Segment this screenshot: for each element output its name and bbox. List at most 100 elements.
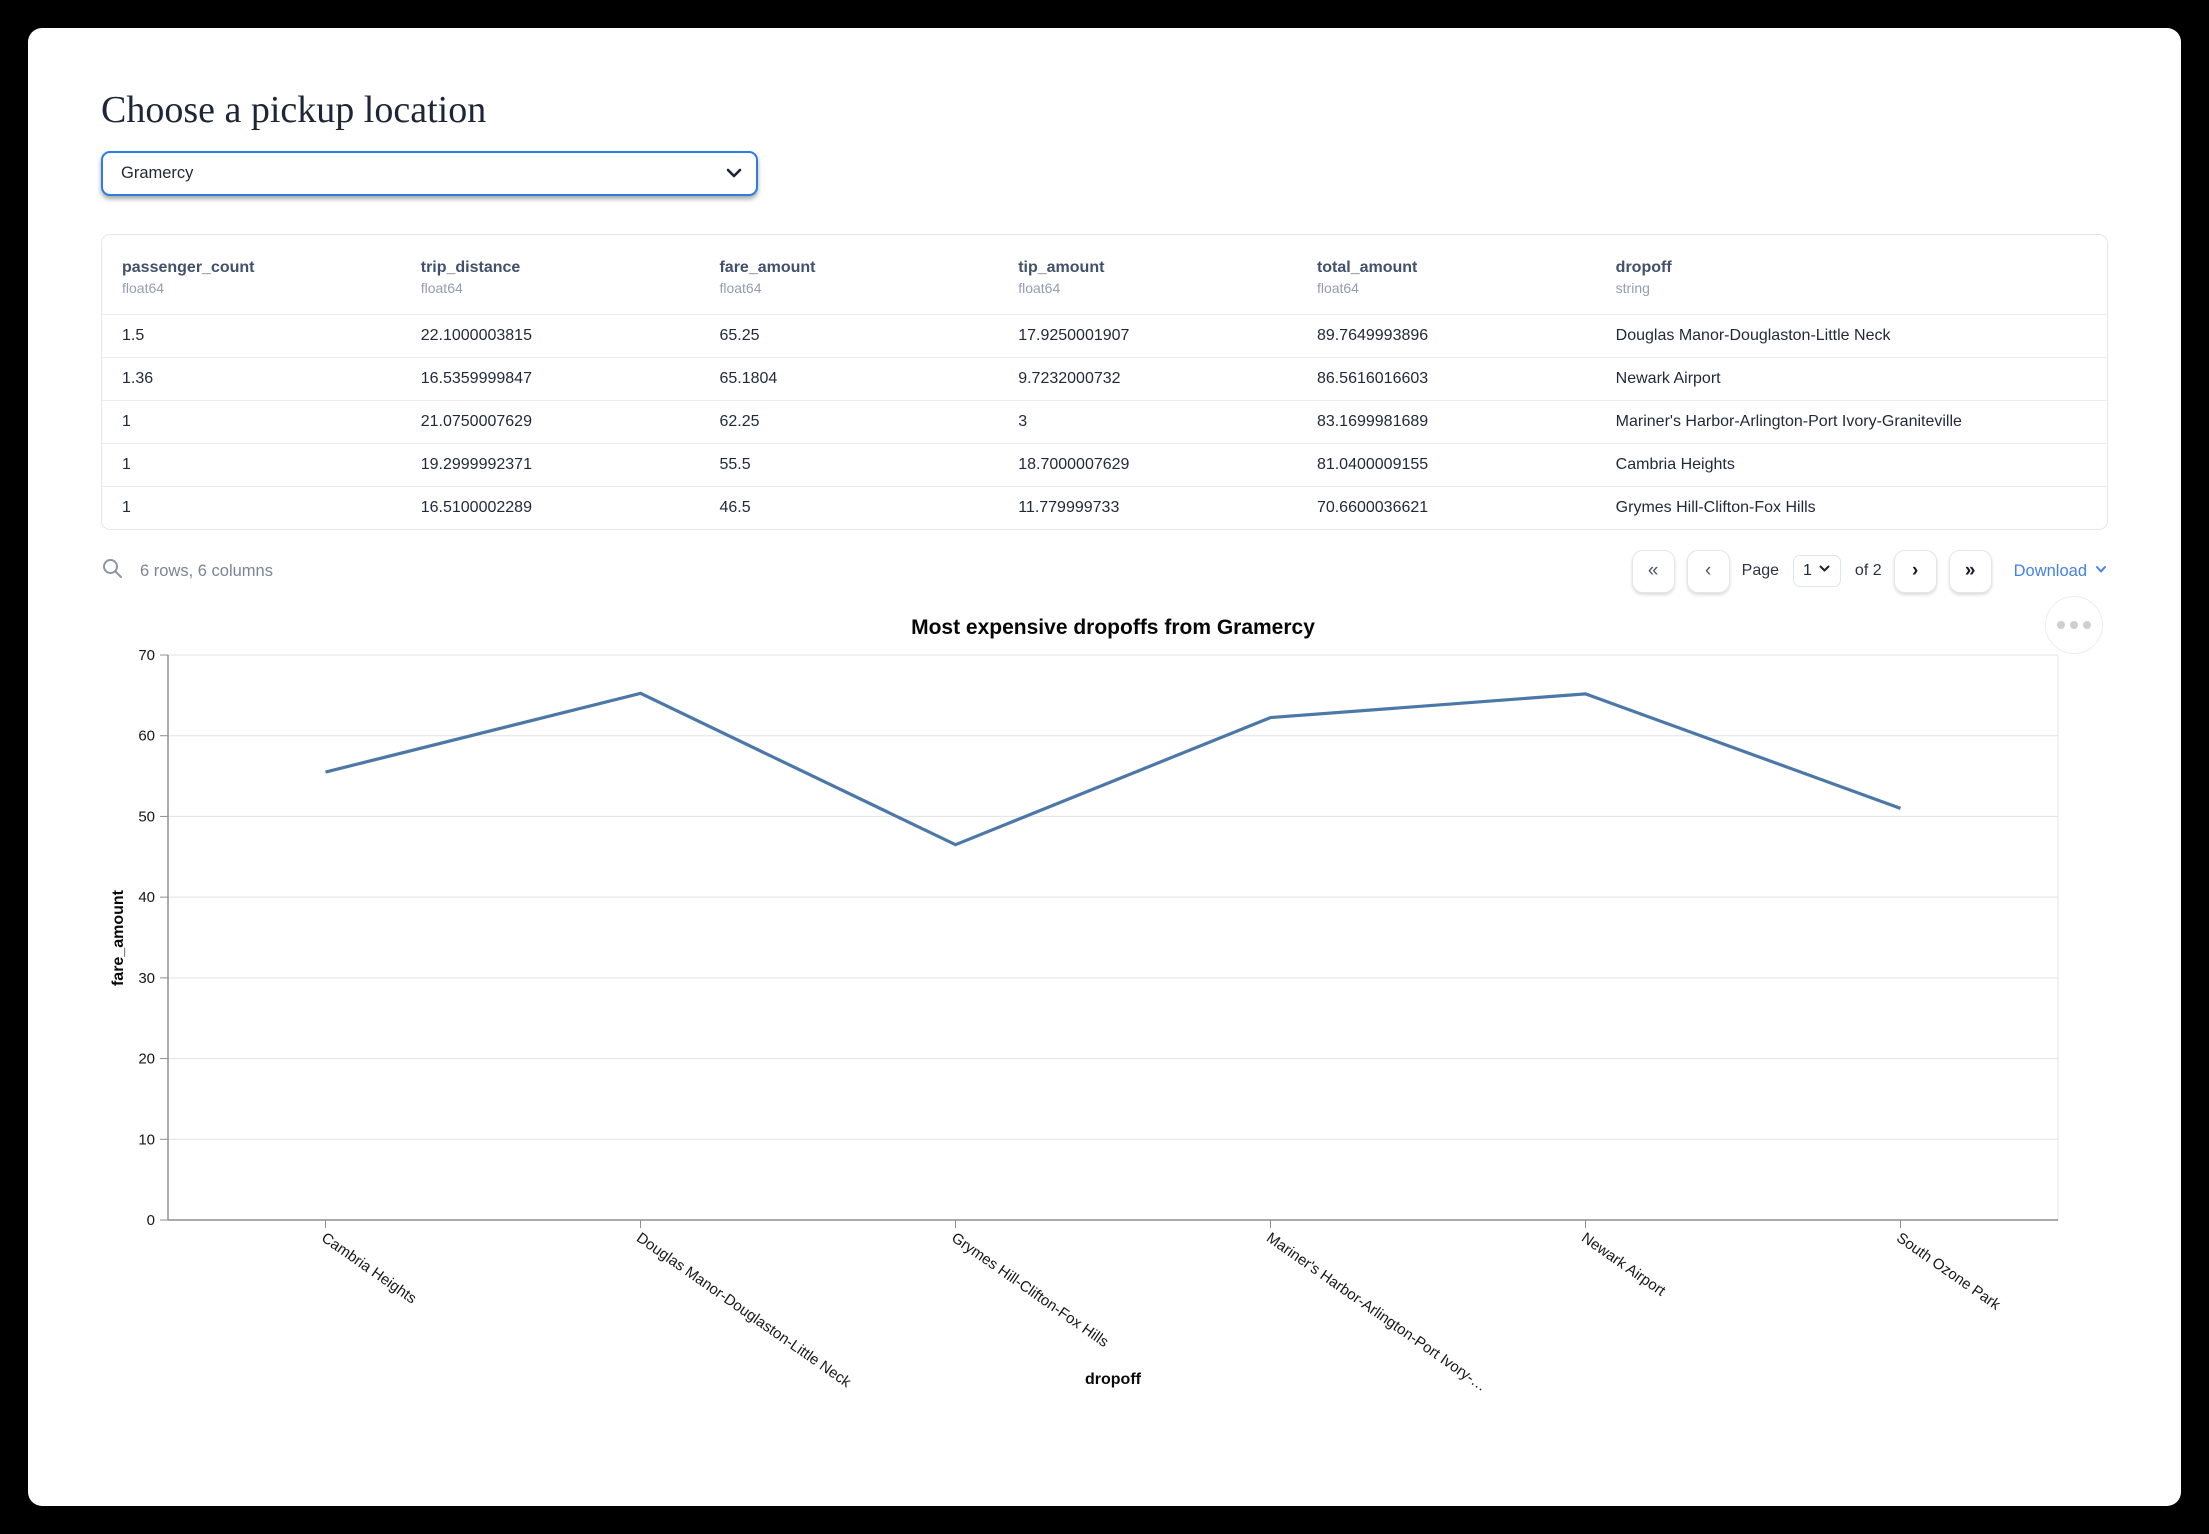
page-title: Choose a pickup location xyxy=(101,89,487,131)
column-header-tip_amount[interactable]: tip_amount float64 xyxy=(998,235,1297,315)
y-tick-label: 30 xyxy=(138,970,155,987)
chevron-down-icon xyxy=(724,163,744,188)
data-table: passenger_count float64 trip_distance float… xyxy=(102,235,2107,529)
page-number-select[interactable]: 1 xyxy=(1793,555,1841,587)
column-name: total_amount xyxy=(1316,259,1418,276)
table-cell: 1 xyxy=(102,486,401,529)
chart-actions-menu-button[interactable] xyxy=(2045,596,2103,654)
x-tick-label: South Ozone Park xyxy=(1893,1229,2004,1314)
y-tick-label: 20 xyxy=(138,1051,155,1068)
data-table-card: passenger_count float64 trip_distance float… xyxy=(101,234,2108,530)
page-label: Page xyxy=(1741,562,1780,579)
table-cell: Mariner's Harbor-Arlington-Port Ivory-Gr… xyxy=(1595,400,2107,444)
y-tick-label: 10 xyxy=(138,1131,155,1148)
line-chart: Most expensive dropoffs from Gramercy dr… xyxy=(110,616,2059,1395)
table-cell: 1 xyxy=(102,443,401,487)
column-dtype: float64 xyxy=(719,280,762,296)
table-cell: 65.25 xyxy=(699,314,999,358)
table-cell: 1.5 xyxy=(102,314,401,358)
table-cell: Grymes Hill-Clifton-Fox Hills xyxy=(1595,486,2107,529)
table-cell: 16.5359999847 xyxy=(400,357,700,401)
column-header-total_amount[interactable]: total_amount float64 xyxy=(1297,235,1596,315)
column-dtype: string xyxy=(1615,280,1650,296)
table-cell: 83.1699981689 xyxy=(1296,400,1596,444)
column-dtype: float64 xyxy=(122,280,165,296)
table-cell: 89.7649993896 xyxy=(1296,314,1596,358)
column-dtype: float64 xyxy=(1316,280,1359,296)
table-row: 1.5 22.1000003815 65.25 17.9250001907 89.764… xyxy=(102,314,2107,358)
pickup-location-value: Gramercy xyxy=(121,164,194,182)
table-cell: 11.779999733 xyxy=(998,486,1297,529)
table-cell: 16.5100002289 xyxy=(400,486,700,529)
column-name: fare_amount xyxy=(719,259,816,276)
column-header-passenger_count[interactable]: passenger_count float64 xyxy=(102,235,401,315)
table-cell: 86.5616016603 xyxy=(1296,357,1596,401)
column-dtype: float64 xyxy=(1018,280,1061,296)
chevron-down-icon xyxy=(2094,562,2108,581)
table-footer: 6 rows, 6 columns « ‹ Page 1 of 2 › » Do… xyxy=(101,548,2108,594)
column-header-fare_amount[interactable]: fare_amount float64 xyxy=(699,235,998,315)
column-header-trip_distance[interactable]: trip_distance float64 xyxy=(401,235,700,315)
table-cell: 55.5 xyxy=(699,443,999,487)
column-name: tip_amount xyxy=(1018,259,1105,276)
y-tick-label: 60 xyxy=(138,728,155,745)
chart-line-series xyxy=(325,691,1902,847)
table-cell: 65.1804 xyxy=(699,357,999,401)
table-cell: 9.7232000732 xyxy=(998,357,1297,401)
x-tick-label: Cambria Heights xyxy=(318,1229,419,1307)
y-tick-label: 40 xyxy=(138,889,155,906)
first-page-button[interactable]: « xyxy=(1631,549,1675,593)
table-cell: 1 xyxy=(102,400,401,444)
x-axis-title: dropoff xyxy=(1085,1371,1142,1388)
page-total-label: of 2 xyxy=(1854,562,1882,579)
table-row: 1.36 16.5359999847 65.1804 9.7232000732 86.5… xyxy=(102,357,2107,401)
table-cell: 22.1000003815 xyxy=(400,314,700,358)
table-cell: 70.6600036621 xyxy=(1296,486,1596,529)
next-page-icon: › xyxy=(1911,560,1919,581)
table-row: 1 16.5100002289 46.5 11.779999733 70.6600036… xyxy=(102,486,2107,529)
row-column-summary: 6 rows, 6 columns xyxy=(140,561,273,580)
previous-page-icon: ‹ xyxy=(1704,560,1712,581)
x-tick-label: Newark Airport xyxy=(1578,1229,1669,1300)
pickup-location-select[interactable]: Gramercy xyxy=(101,151,758,196)
table-cell: 3 xyxy=(998,400,1297,444)
first-page-icon: « xyxy=(1647,560,1659,581)
page-number-value: 1 xyxy=(1803,562,1812,579)
chart-title: Most expensive dropoffs from Gramercy xyxy=(911,616,1315,639)
table-cell: 18.7000007629 xyxy=(998,443,1297,487)
y-tick-label: 0 xyxy=(147,1212,155,1229)
column-name: passenger_count xyxy=(122,259,255,276)
last-page-icon: » xyxy=(1964,560,1976,581)
y-axis-title: fare_amount xyxy=(110,889,127,986)
ellipsis-icon xyxy=(2057,621,2065,629)
x-tick-label: Grymes Hill-Clifton-Fox Hills xyxy=(948,1229,1111,1350)
x-tick-label: Douglas Manor-Douglaston-Little Neck xyxy=(633,1229,854,1391)
next-page-button[interactable]: › xyxy=(1893,549,1937,593)
column-header-dropoff[interactable]: dropoff string xyxy=(1596,235,2107,315)
x-tick-label: Mariner's Harbor-Arlington-Port Ivory-… xyxy=(1263,1229,1490,1395)
search-icon[interactable] xyxy=(101,557,124,585)
table-cell: 46.5 xyxy=(699,486,999,529)
table-cell: Cambria Heights xyxy=(1595,443,2107,487)
table-row: 1 21.0750007629 62.25 3 83.1699981689 Mariner… xyxy=(102,400,2107,444)
last-page-button[interactable]: » xyxy=(1948,549,1992,593)
table-row: 1 19.2999992371 55.5 18.7000007629 81.040000… xyxy=(102,443,2107,487)
table-cell: 81.0400009155 xyxy=(1296,443,1596,487)
table-header-row: passenger_count float64 trip_distance float… xyxy=(102,235,2107,315)
y-tick-label: 70 xyxy=(138,647,155,664)
chevron-down-icon xyxy=(1818,562,1831,580)
ellipsis-icon xyxy=(2083,621,2091,629)
table-cell: 19.2999992371 xyxy=(400,443,700,487)
previous-page-button[interactable]: ‹ xyxy=(1686,549,1730,593)
table-cell: Newark Airport xyxy=(1595,357,2107,401)
table-cell: 21.0750007629 xyxy=(400,400,700,444)
column-name: dropoff xyxy=(1615,259,1672,276)
table-cell: 62.25 xyxy=(699,400,999,444)
app-window: Choose a pickup location Gramercy passen… xyxy=(28,28,2181,1506)
y-tick-label: 50 xyxy=(138,808,155,825)
column-name: trip_distance xyxy=(420,259,521,276)
table-cell: 1.36 xyxy=(102,357,401,401)
download-button[interactable]: Download xyxy=(2014,562,2108,581)
table-body: 1.5 22.1000003815 65.25 17.9250001907 89.764… xyxy=(102,314,2107,529)
ellipsis-icon xyxy=(2070,621,2078,629)
